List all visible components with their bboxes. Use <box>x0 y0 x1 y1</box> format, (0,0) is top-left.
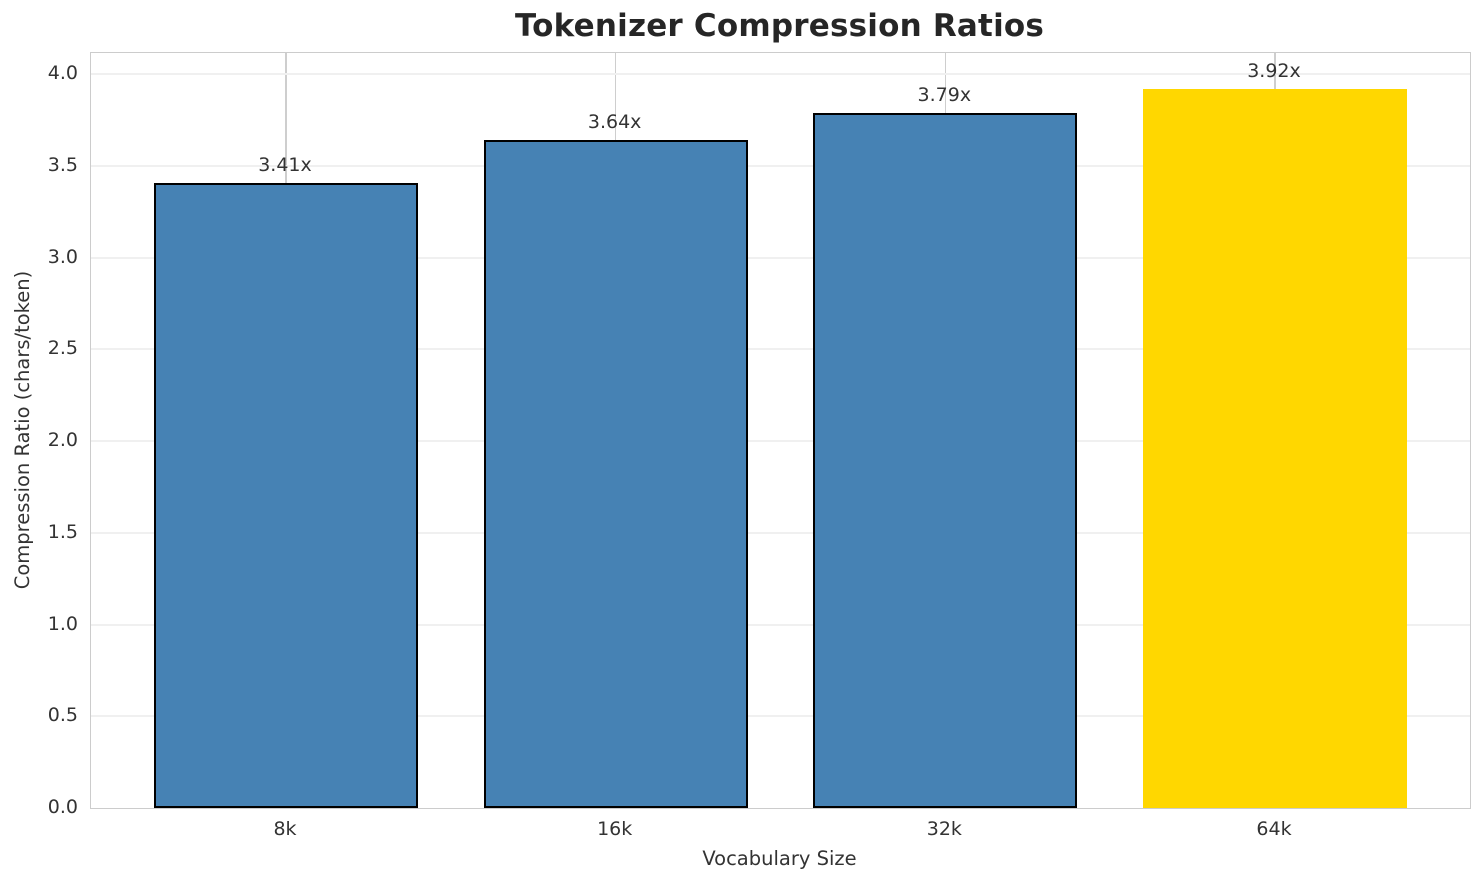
x-axis-label: Vocabulary Size <box>702 847 857 870</box>
y-tick-label: 2.0 <box>47 429 78 452</box>
bar-value-label: 3.92x <box>1247 59 1301 82</box>
x-tick-label-32k: 32k <box>926 818 962 840</box>
bar-32k <box>813 112 1078 808</box>
y-tick-label: 0.5 <box>47 704 78 727</box>
gridline-horizontal <box>91 531 1470 534</box>
gridline-horizontal <box>91 256 1470 259</box>
bar-16k <box>483 140 748 808</box>
bar-8k <box>154 182 418 808</box>
y-tick-label: 4.0 <box>47 62 78 85</box>
plot-area <box>90 52 1471 809</box>
y-tick-label: 2.5 <box>47 337 78 360</box>
x-tick-label-8k: 8k <box>273 818 297 840</box>
x-tick-label-16k: 16k <box>597 818 633 840</box>
x-tick-label-64k: 64k <box>1256 818 1292 840</box>
gridline-horizontal <box>91 715 1470 718</box>
bar-value-label: 3.41x <box>258 153 312 176</box>
gridline-horizontal <box>91 348 1470 351</box>
y-tick-label: 3.0 <box>47 245 78 268</box>
bar-value-label: 3.64x <box>587 111 642 134</box>
gridline-horizontal <box>91 440 1470 443</box>
bar-64k <box>1143 88 1407 808</box>
gridline-horizontal <box>91 73 1470 76</box>
gridline-horizontal <box>91 164 1470 167</box>
y-tick-label: 0.0 <box>47 796 78 818</box>
y-tick-label: 1.0 <box>47 612 78 635</box>
y-tick-label: 3.5 <box>47 153 78 176</box>
y-axis-label: Compression Ratio (chars/token) <box>11 270 34 590</box>
gridline-horizontal <box>91 623 1470 626</box>
y-tick-label: 1.5 <box>47 520 78 543</box>
bar-value-label: 3.79x <box>917 83 972 106</box>
chart-title: Tokenizer Compression Ratios <box>514 8 1045 44</box>
